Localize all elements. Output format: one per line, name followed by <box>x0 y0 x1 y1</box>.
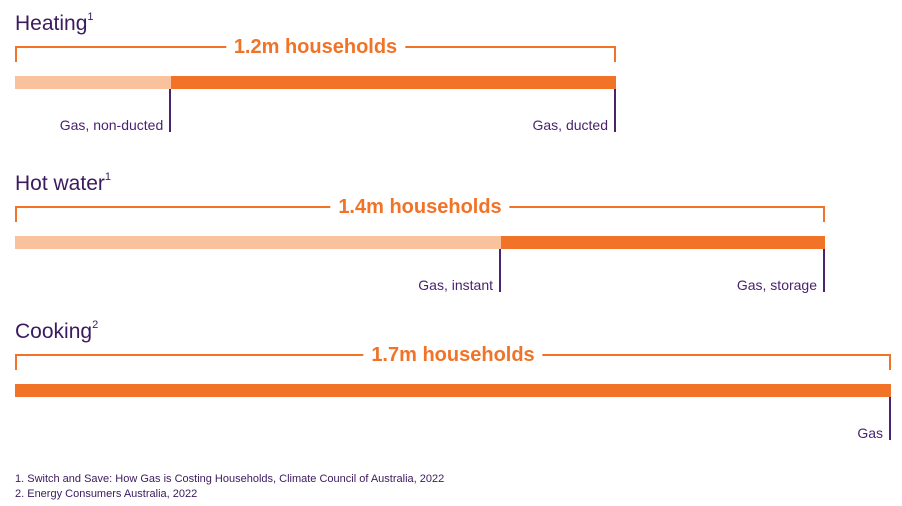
bar-segment <box>15 384 891 397</box>
chart-title: Hot water1 <box>15 171 111 195</box>
segment-label: Gas, storage <box>736 277 817 293</box>
bracket-left-tick <box>15 46 17 62</box>
chart-title: Cooking2 <box>15 319 99 343</box>
chart-heating: Heating1 1.2m households Gas, non-ducted… <box>0 11 902 142</box>
footnotes: 1. Switch and Save: How Gas is Costing H… <box>15 472 444 502</box>
bar-segment <box>171 76 616 89</box>
bracket-left-tick <box>15 354 17 370</box>
segment-label: Gas, non-ducted <box>59 117 164 133</box>
segment-label: Gas, ducted <box>532 117 609 133</box>
bracket-right-tick <box>889 354 891 370</box>
bar-segment <box>15 76 172 89</box>
footnote-1: 1. Switch and Save: How Gas is Costing H… <box>15 473 445 485</box>
segment-label: Gas <box>857 425 883 441</box>
chart-cooking: Cooking2 1.7m households Gas <box>0 319 902 450</box>
segment-label: Gas, instant <box>418 277 493 293</box>
segment-marker <box>169 89 172 132</box>
bar-segment <box>501 236 825 249</box>
footnote-2: 2. Energy Consumers Australia, 2022 <box>15 488 198 500</box>
bar-segment <box>15 236 501 249</box>
chart-hot-water: Hot water1 1.4m households Gas, instant G… <box>0 171 902 302</box>
total-households-label: 1.4m households <box>330 195 510 219</box>
bracket-right-tick <box>614 46 616 62</box>
chart-title: Heating1 <box>15 11 94 35</box>
total-households-label: 1.2m households <box>225 35 406 59</box>
bracket-left-tick <box>15 206 17 222</box>
segment-marker <box>499 249 501 292</box>
segment-marker <box>823 249 825 292</box>
bracket-right-tick <box>823 206 825 222</box>
segment-marker <box>614 89 616 132</box>
total-households-label: 1.7m households <box>363 343 543 367</box>
segment-marker <box>889 397 891 440</box>
